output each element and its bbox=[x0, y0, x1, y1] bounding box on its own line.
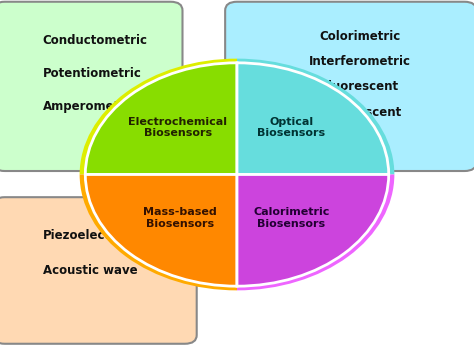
Wedge shape bbox=[85, 174, 237, 286]
Text: Colorimetric: Colorimetric bbox=[319, 30, 401, 43]
Text: Calorimetric
Biosensors: Calorimetric Biosensors bbox=[253, 207, 330, 229]
Wedge shape bbox=[85, 63, 237, 174]
FancyBboxPatch shape bbox=[0, 197, 197, 344]
FancyBboxPatch shape bbox=[225, 2, 474, 171]
Wedge shape bbox=[237, 59, 394, 174]
Text: Electrochemical
Biosensors: Electrochemical Biosensors bbox=[128, 117, 227, 138]
Text: Amperometric: Amperometric bbox=[43, 100, 137, 113]
Wedge shape bbox=[80, 59, 237, 174]
Text: Mass-based
Biosensors: Mass-based Biosensors bbox=[143, 207, 217, 229]
Wedge shape bbox=[80, 174, 237, 290]
Text: Interferometric: Interferometric bbox=[309, 55, 411, 68]
Text: Optical
Biosensors: Optical Biosensors bbox=[257, 117, 326, 138]
Wedge shape bbox=[237, 174, 389, 286]
FancyBboxPatch shape bbox=[0, 2, 182, 171]
Wedge shape bbox=[237, 63, 389, 174]
Text: Conductometric: Conductometric bbox=[43, 34, 148, 47]
Text: Piezoelectric: Piezoelectric bbox=[43, 229, 128, 242]
Text: Luminescent: Luminescent bbox=[318, 105, 402, 119]
Wedge shape bbox=[237, 174, 394, 290]
Text: Acoustic wave: Acoustic wave bbox=[43, 264, 137, 277]
Text: Fluorescent: Fluorescent bbox=[321, 80, 399, 94]
Text: Potentiometric: Potentiometric bbox=[43, 67, 142, 80]
